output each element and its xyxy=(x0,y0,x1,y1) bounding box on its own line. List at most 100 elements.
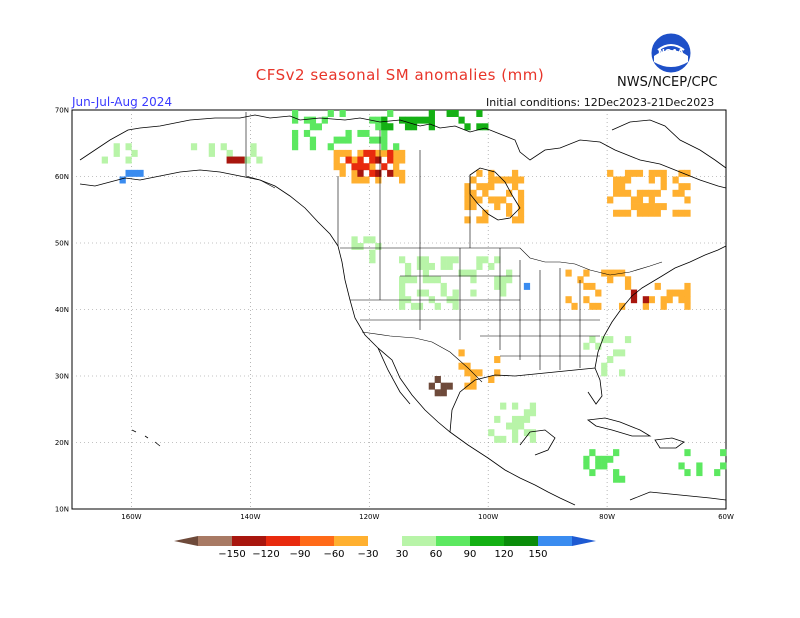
anomaly-cell xyxy=(393,156,400,164)
anomaly-cell xyxy=(399,296,406,304)
anomaly-cell xyxy=(613,449,620,457)
anomaly-cell xyxy=(226,156,233,164)
anomaly-cell xyxy=(422,256,430,264)
anomaly-cell xyxy=(630,169,638,177)
anomaly-cell xyxy=(375,156,382,164)
anomaly-cell xyxy=(291,110,299,117)
anomaly-cell xyxy=(387,149,394,157)
anomaly-cell xyxy=(375,169,382,177)
anomaly-cell xyxy=(381,149,388,157)
colorbar-swatch xyxy=(436,536,470,546)
anomaly-cell xyxy=(636,189,644,197)
anomaly-cell xyxy=(458,116,465,124)
longitude-label: 80W xyxy=(599,513,615,521)
anomaly-cell xyxy=(636,203,644,211)
anomaly-cell xyxy=(648,196,655,204)
anomaly-cell xyxy=(666,289,673,297)
anomaly-cell xyxy=(571,302,578,310)
anomaly-cell xyxy=(488,429,495,437)
anomaly-cell xyxy=(506,176,513,184)
anomaly-cell xyxy=(339,169,346,177)
anomaly-cell xyxy=(666,296,673,304)
anomaly-cell xyxy=(660,203,667,211)
anomaly-cell xyxy=(595,342,602,350)
anomaly-cell xyxy=(315,123,323,131)
anomaly-cell xyxy=(607,356,614,364)
anomaly-cell xyxy=(440,382,447,390)
longitude-labels: 160W 140W 120W 100W 80W 60W xyxy=(121,513,734,521)
anomaly-cell xyxy=(464,203,471,211)
anomaly-cell xyxy=(601,369,608,377)
anomaly-cell xyxy=(452,110,459,117)
anomaly-cell xyxy=(523,282,531,290)
anomaly-cell xyxy=(351,236,358,244)
anomaly-cell xyxy=(345,136,352,144)
anomaly-cell xyxy=(678,209,685,217)
anomaly-cell xyxy=(464,369,471,377)
anomaly-cell xyxy=(648,169,655,177)
anomaly-cell xyxy=(404,116,412,124)
anomaly-cell xyxy=(422,276,430,284)
colorbar-swatch xyxy=(504,536,538,546)
anomaly-cell xyxy=(369,149,376,157)
anomaly-cell xyxy=(654,169,661,177)
anomaly-cell xyxy=(428,276,435,284)
anomaly-cell xyxy=(678,183,685,191)
anomaly-cell xyxy=(333,136,340,144)
anomaly-cell xyxy=(589,336,596,344)
anomaly-cell xyxy=(470,382,477,390)
anomaly-cell xyxy=(404,269,412,277)
anomaly-cell xyxy=(506,276,513,284)
latitude-label: 50N xyxy=(55,240,69,248)
anomaly-cell xyxy=(357,149,364,157)
anomaly-cell xyxy=(125,169,132,177)
anomaly-cell xyxy=(470,203,477,211)
anomaly-cell xyxy=(523,429,531,437)
anomaly-cell xyxy=(618,176,626,184)
anomaly-cell xyxy=(399,276,406,284)
season-label: Jun-Jul-Aug 2024 xyxy=(72,95,173,109)
graticule xyxy=(72,110,726,509)
anomaly-cell xyxy=(517,216,525,224)
anomaly-cell xyxy=(238,156,245,164)
anomaly-cell xyxy=(565,296,572,304)
anomaly-cell xyxy=(321,116,328,124)
anomaly-cell xyxy=(636,196,644,204)
anomaly-cell xyxy=(363,149,370,157)
anomaly-cell xyxy=(452,289,459,297)
anomaly-cell xyxy=(624,176,632,184)
anomaly-cell xyxy=(583,269,590,277)
anomaly-cell xyxy=(494,415,501,423)
anomaly-cell xyxy=(684,449,691,457)
anomaly-cell xyxy=(696,469,703,477)
anomaly-cell xyxy=(494,276,501,284)
anomaly-cell xyxy=(375,176,382,184)
anomaly-cell xyxy=(291,143,299,151)
anomaly-cell xyxy=(500,276,507,284)
anomaly-cell xyxy=(565,269,572,277)
anomaly-cell xyxy=(303,116,311,124)
anomaly-cell xyxy=(583,282,590,290)
anomaly-cell xyxy=(654,189,661,197)
anomaly-cell xyxy=(494,369,501,377)
anomaly-cell xyxy=(363,163,370,171)
anomaly-cell xyxy=(523,409,531,417)
anomaly-cell xyxy=(381,143,388,151)
anomaly-cell xyxy=(529,429,537,437)
anomaly-cell xyxy=(375,243,382,250)
anomaly-cell xyxy=(618,183,626,191)
anomaly-cell xyxy=(511,402,519,410)
anomaly-cell xyxy=(309,136,317,144)
anomaly-cell xyxy=(601,362,608,370)
initial-conditions-label: Initial conditions: 12Dec2023-21Dec2023 xyxy=(486,96,715,109)
anomaly-cell xyxy=(529,409,537,417)
colorbar-label: 120 xyxy=(494,549,513,560)
anomaly-cell xyxy=(720,462,727,470)
anomaly-cell xyxy=(220,143,227,151)
anomaly-cell xyxy=(434,389,441,397)
anomaly-cell xyxy=(660,302,667,310)
anomaly-cell xyxy=(488,169,495,177)
anomaly-cell xyxy=(488,183,495,191)
anomaly-cell xyxy=(624,169,632,177)
anomaly-cell xyxy=(642,296,650,304)
